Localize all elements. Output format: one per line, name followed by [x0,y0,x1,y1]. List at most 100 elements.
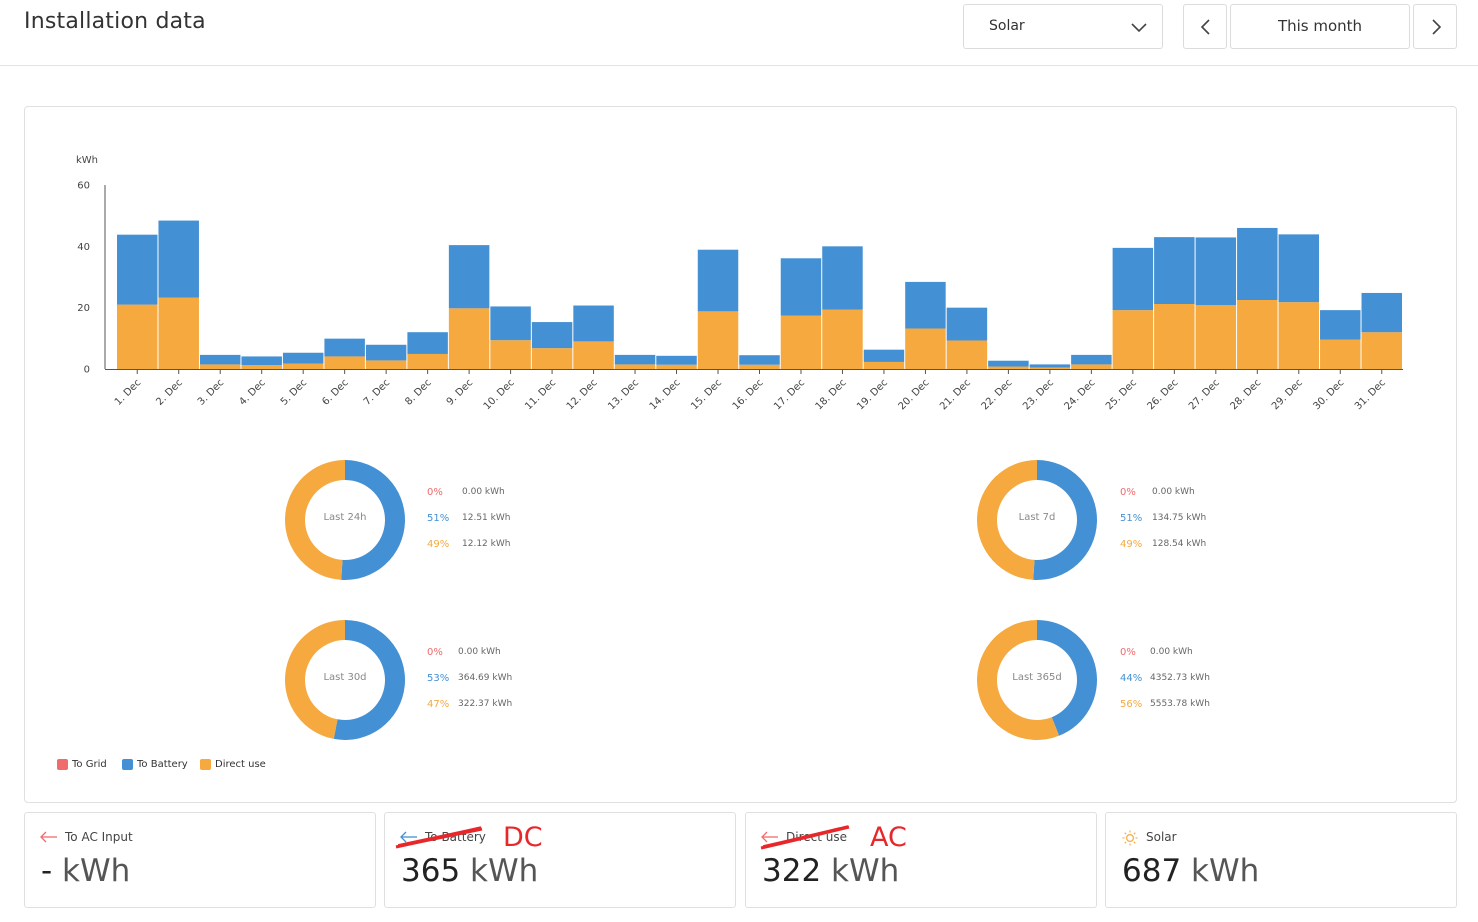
bar-segment-to-battery [1320,310,1361,340]
arrow-left-icon [40,831,57,843]
x-tick-label: 8. Dec [403,377,433,407]
bar-segment-direct-use [1071,364,1112,369]
bar-segment-to-battery [365,344,407,361]
page-header: Installation data Solar This month [0,0,1478,66]
previous-period-button[interactable] [1183,4,1227,49]
bar-segment-to-battery [1154,237,1195,304]
annotation-dc: DC [503,822,543,853]
battery-kwh: 364.69 kWh [458,673,513,683]
bar-segment-to-battery [1029,364,1071,368]
bar-segment-direct-use [448,308,490,369]
bar-segment-direct-use [1154,303,1195,369]
bar-segment-to-battery [117,234,158,305]
bar-segment-direct-use [739,364,780,369]
stat-value: 687 kWh [1122,853,1259,889]
donut-chart [284,460,405,580]
stat-label: Solar [1146,830,1177,844]
donut-slice-to-battery [1033,460,1097,580]
bar-segment-direct-use [324,356,365,369]
legend-swatch [57,759,68,770]
bar-segment-to-battery [282,352,324,364]
battery-percent: 51% [1120,513,1143,524]
bar-segment-direct-use [1278,302,1320,369]
stat-number: - [41,853,53,889]
bar-segment-direct-use [573,341,614,369]
chevron-right-icon [1432,19,1442,35]
stat-label: To AC Input [65,830,133,844]
bar-segment-direct-use [822,309,863,369]
bar-segment-direct-use [1361,332,1402,369]
bar-segment-to-battery [324,338,365,357]
bar-segment-direct-use [988,366,1029,369]
bar-segment-direct-use [1029,367,1071,369]
stat-number: 322 [762,853,822,889]
donut-slice-direct-use [284,460,345,580]
stat-label: Direct use [786,830,847,844]
battery-percent: 51% [427,513,450,524]
legend-swatch [200,759,211,770]
legend-label: Direct use [215,759,266,770]
bar-segment-direct-use [946,340,988,369]
direct-percent: 49% [1120,539,1143,550]
x-tick-label: 20. Dec [897,377,932,412]
donut-label: Last 7d [1018,512,1056,523]
grid-percent: 0% [1120,647,1136,658]
x-tick-label: 18. Dec [814,377,849,412]
bar-segment-direct-use [365,360,407,369]
x-tick-label: 15. Dec [689,377,724,412]
y-axis-unit: kWh [76,155,98,166]
donut-last-365d: Last 365d 0% 0.00 kWh 44% 4352.73 kWh 56… [976,619,1276,749]
bar-segment-direct-use [158,297,199,369]
bar-segment-direct-use [1320,339,1361,369]
x-tick-label: 26. Dec [1146,377,1181,412]
bar-segment-direct-use [407,353,448,369]
x-tick-label: 17. Dec [772,377,807,412]
bar-segment-to-battery [697,249,739,312]
stacked-bar-chart: kWh 0 20 40 60 1. Dec 2. Dec 3. Dec 4. Dec 5. Dec… [76,155,1403,412]
y-tick-label: 20 [77,303,90,314]
x-tick-label: 29. Dec [1270,377,1305,412]
grid-percent: 0% [427,647,443,658]
bar-segment-direct-use [117,304,158,369]
x-tick-label: 28. Dec [1228,377,1263,412]
x-tick-label: 23. Dec [1021,377,1056,412]
donut-slice-to-battery [1037,620,1097,736]
bar-segment-to-battery [531,322,573,349]
stat-value: 322 kWh [762,853,899,889]
grid-kwh: 0.00 kWh [458,647,501,657]
bar-segment-to-battery [490,306,531,341]
period-button[interactable]: This month [1230,4,1410,49]
battery-kwh: 12.51 kWh [462,513,511,523]
stat-card-to-ac-input: To AC Input - kWh [24,812,376,908]
stat-value: 365 kWh [401,853,538,889]
direct-kwh: 12.12 kWh [462,539,511,549]
arrow-left-icon [761,831,778,843]
legend-label: To Grid [72,759,107,770]
direct-kwh: 322.37 kWh [458,699,513,709]
page-title: Installation data [24,9,206,34]
source-select-value: Solar [989,18,1025,34]
bar-segment-direct-use [780,315,822,369]
bar-segment-to-battery [988,360,1029,367]
battery-kwh: 4352.73 kWh [1150,673,1210,683]
x-tick-label: 12. Dec [565,377,600,412]
stat-card-solar: Solar 687 kWh [1105,812,1457,908]
stat-card-to-battery: To Battery DC 365 kWh [384,812,736,908]
bar-segment-to-battery [1237,227,1278,300]
bar-segment-to-battery [822,246,863,310]
bar-segment-direct-use [1195,305,1237,369]
bar-segment-to-battery [448,245,490,309]
strikethrough-annotation [760,825,850,850]
donut-label: Last 30d [323,672,367,683]
battery-percent: 44% [1120,673,1143,684]
bar-segment-to-battery [946,307,988,341]
bar-segment-direct-use [697,311,739,369]
y-tick-label: 40 [77,242,90,253]
x-tick-label: 11. Dec [523,377,558,412]
bar-segment-to-battery [199,354,241,365]
donut-slice-direct-use [976,460,1037,580]
bar-segment-to-battery [1278,234,1320,303]
bar-segment-to-battery [656,355,697,365]
source-select[interactable]: Solar [963,4,1163,49]
next-period-button[interactable] [1413,4,1457,49]
